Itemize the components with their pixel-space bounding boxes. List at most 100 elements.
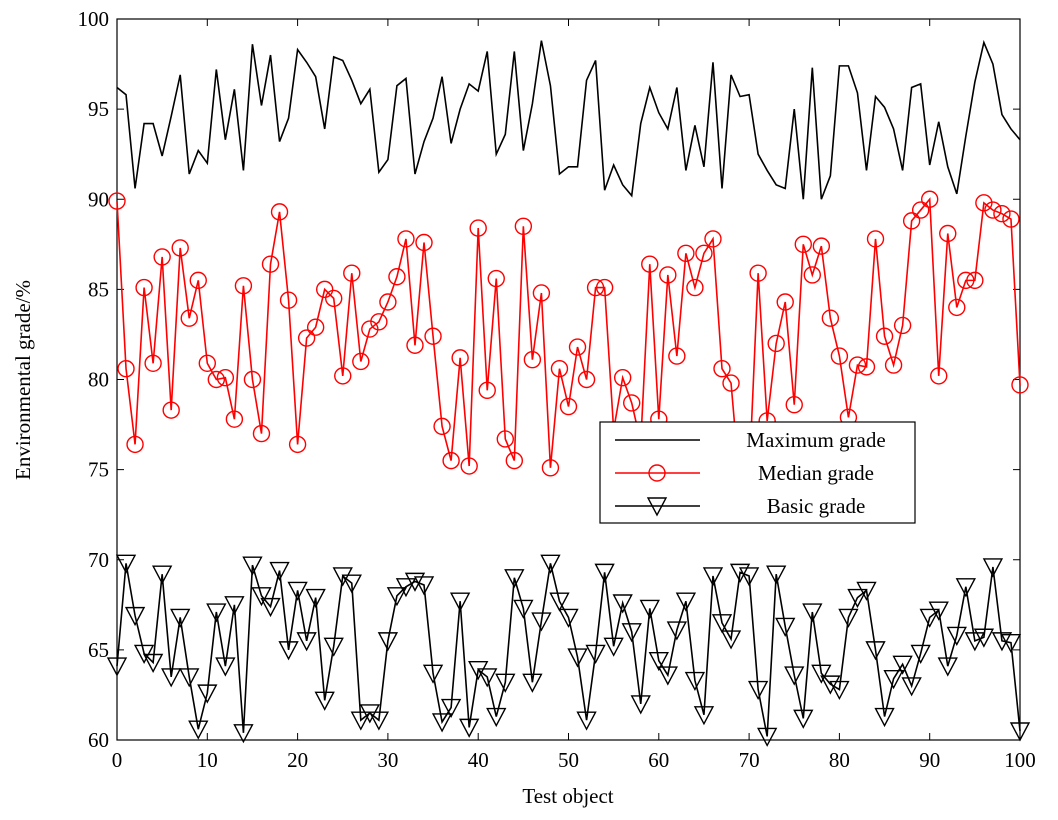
data-point <box>585 644 606 664</box>
data-point <box>424 327 442 345</box>
data-point <box>586 278 605 297</box>
data-point <box>151 565 173 585</box>
series-line <box>116 39 1021 200</box>
data-point <box>695 244 713 263</box>
data-point <box>388 268 406 286</box>
data-point <box>966 271 984 290</box>
data-point <box>711 614 733 634</box>
data-point <box>648 651 669 672</box>
data-point <box>856 581 877 601</box>
legend-label: Basic grade <box>767 494 866 518</box>
x-tick-label: 40 <box>468 748 489 772</box>
data-point <box>522 673 543 693</box>
data-point <box>279 291 298 309</box>
y-tick-label: 75 <box>88 458 109 482</box>
data-point <box>370 313 388 331</box>
data-point <box>549 592 570 612</box>
data-point <box>296 632 317 652</box>
data-point <box>404 572 426 592</box>
data-point <box>368 711 390 731</box>
data-point <box>630 695 651 715</box>
data-point <box>180 309 198 327</box>
data-point <box>621 623 642 643</box>
data-point <box>893 316 912 335</box>
data-point <box>161 668 182 688</box>
data-point <box>413 576 435 596</box>
data-point <box>142 653 164 673</box>
data-point <box>170 608 191 628</box>
data-point <box>379 293 397 311</box>
y-tick-label: 90 <box>88 187 109 211</box>
data-point <box>532 284 551 302</box>
data-point <box>350 711 371 731</box>
data-point <box>495 673 516 693</box>
y-tick-label: 70 <box>88 548 109 572</box>
data-point <box>820 675 841 695</box>
data-point <box>821 309 840 327</box>
data-point <box>468 661 489 681</box>
data-point <box>325 289 343 308</box>
data-point <box>576 711 597 731</box>
data-point <box>812 237 831 255</box>
data-point <box>207 370 226 389</box>
data-point <box>422 664 444 684</box>
data-point <box>215 657 236 677</box>
data-point <box>738 567 760 587</box>
data-point <box>469 219 487 237</box>
data-point <box>504 569 525 589</box>
data-point <box>984 201 1002 219</box>
data-point <box>297 329 316 347</box>
data-point <box>153 248 171 266</box>
data-point <box>225 410 244 428</box>
data-point <box>686 278 704 297</box>
data-point <box>794 235 812 254</box>
data-point <box>1011 376 1029 394</box>
data-point <box>793 709 814 729</box>
data-point <box>684 671 706 692</box>
data-point <box>612 594 633 614</box>
data-point <box>198 354 217 372</box>
data-point <box>829 680 850 701</box>
legend-label: Maximum grade <box>746 428 885 452</box>
data-point <box>875 327 894 345</box>
data-point <box>487 269 505 288</box>
data-point <box>830 347 849 365</box>
data-point <box>550 359 569 378</box>
data-point <box>901 677 922 697</box>
data-point <box>568 338 587 356</box>
data-point <box>361 320 379 338</box>
data-point <box>496 430 514 448</box>
series-line <box>116 563 1021 737</box>
data-point <box>766 565 787 585</box>
data-point <box>767 334 785 353</box>
data-point <box>278 641 299 661</box>
legend-marker <box>648 464 666 482</box>
data-point <box>975 194 993 212</box>
data-point <box>234 277 253 295</box>
data-point <box>261 255 280 273</box>
x-tick-label: 10 <box>197 748 218 772</box>
data-point <box>937 657 958 677</box>
data-point <box>993 204 1011 223</box>
data-point <box>541 459 560 477</box>
data-point <box>305 588 326 609</box>
data-point <box>252 424 271 443</box>
data-point <box>594 563 615 583</box>
data-point <box>729 563 751 583</box>
data-point <box>659 266 677 284</box>
data-point <box>946 626 967 646</box>
data-point <box>531 612 552 632</box>
legend-label: Median grade <box>758 461 874 485</box>
data-point <box>702 567 724 587</box>
data-point <box>224 596 245 616</box>
data-point <box>514 217 533 235</box>
data-point <box>785 396 803 414</box>
data-point <box>955 578 976 598</box>
data-point <box>233 724 254 744</box>
data-point <box>323 637 344 657</box>
data-point <box>332 567 353 587</box>
data-point <box>567 648 588 668</box>
data-point <box>449 592 471 612</box>
data-point <box>126 435 144 454</box>
